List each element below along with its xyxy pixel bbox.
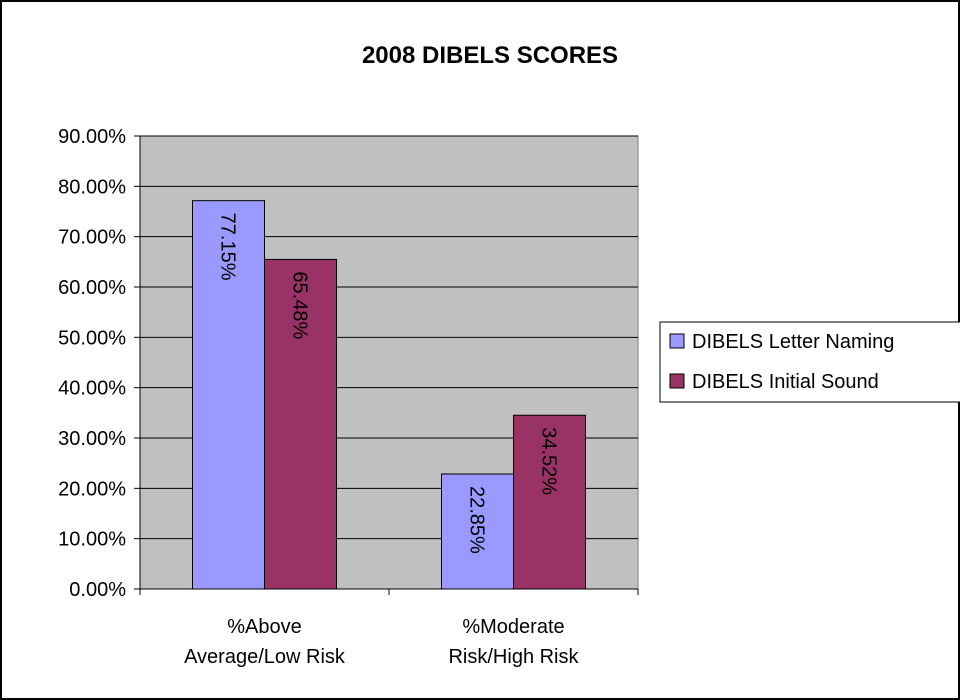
x-tick-label: Average/Low Risk — [184, 646, 346, 668]
chart-title: 2008 DIBELS SCORES — [362, 42, 618, 69]
y-tick-label: 70.00% — [58, 227, 126, 249]
y-tick-label: 50.00% — [58, 327, 126, 349]
y-tick-label: 20.00% — [58, 478, 126, 500]
data-label: 34.52% — [538, 427, 560, 495]
bar — [513, 414, 586, 590]
legend-box — [659, 321, 960, 403]
y-tick-label: 60.00% — [58, 277, 126, 299]
legend-swatch — [669, 333, 685, 349]
legend-label: DIBELS Letter Naming — [692, 331, 894, 353]
y-tick-label: 10.00% — [58, 529, 126, 551]
axes — [134, 135, 639, 595]
y-tick-label: 30.00% — [58, 428, 126, 450]
legend-swatch — [669, 373, 685, 389]
legend-label: DIBELS Initial Sound — [692, 371, 879, 393]
y-tick-label: 0.00% — [69, 579, 126, 601]
legend: DIBELS Letter Naming DIBELS Initial Sound — [659, 321, 960, 403]
x-tick-label: Risk/High Risk — [448, 646, 579, 668]
y-tick-label: 90.00% — [58, 126, 126, 148]
data-label: 22.85% — [466, 486, 488, 554]
bars — [192, 200, 586, 590]
y-tick-label: 80.00% — [58, 176, 126, 198]
data-labels: 77.15% 65.48% 22.85% 34.52% — [217, 213, 560, 554]
data-label: 65.48% — [289, 271, 311, 339]
x-tick-label: %Moderate — [462, 616, 564, 638]
data-label: 77.15% — [217, 213, 239, 281]
x-tick-label: %Above — [227, 616, 302, 638]
y-tick-label: 40.00% — [58, 378, 126, 400]
x-tick-labels: %Above Average/Low Risk %Moderate Risk/High… — [184, 616, 579, 668]
y-tick-labels: 0.00% 10.00% 20.00% 30.00% 40.00% 50.00% 60.00… — [58, 126, 126, 601]
